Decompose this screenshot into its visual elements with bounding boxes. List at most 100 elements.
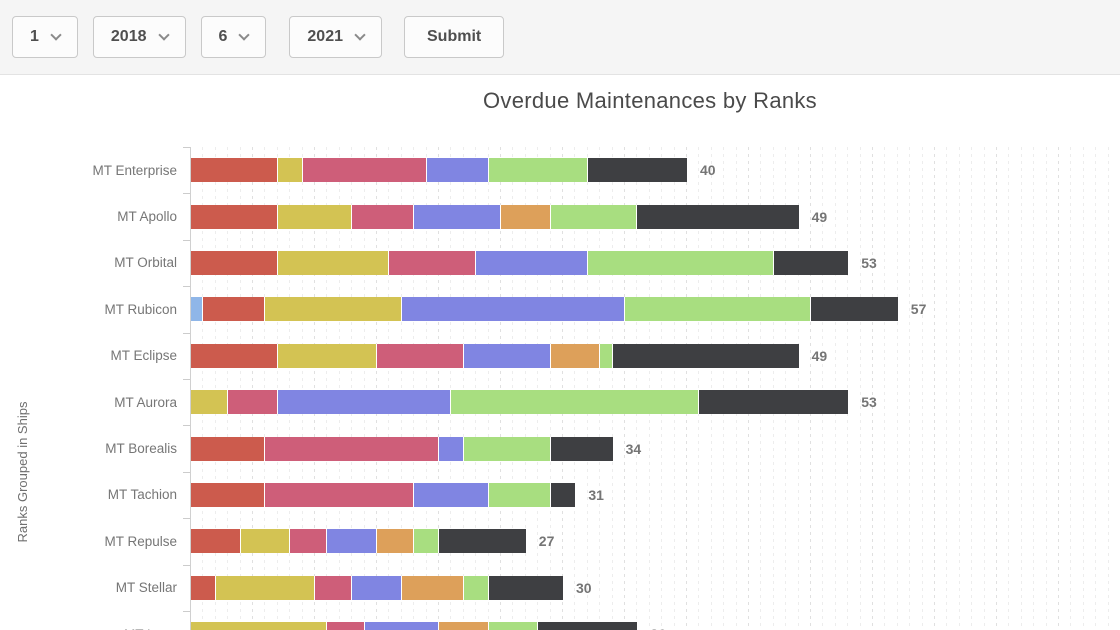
chart-row: MT Apollo 49 [117,193,1110,239]
bar-segment-yellow[interactable] [265,297,402,322]
bar-segment-yellow[interactable] [277,343,377,368]
chart-row: MT Aurora 53 [114,379,1110,425]
bar-segment-purple[interactable] [414,204,501,229]
bar-segment-pink[interactable] [314,575,353,600]
bar-segment-pink[interactable] [290,529,328,554]
bar-segment-green[interactable] [624,297,811,322]
bar-segment-red[interactable] [191,575,216,600]
bar-segment-purple[interactable] [401,297,625,322]
gridline [338,147,340,630]
bar-segment-pink[interactable] [376,343,464,368]
bar-segment-green[interactable] [451,390,700,415]
bar-segment-yellow[interactable] [215,575,315,600]
gridline [512,147,514,630]
bar-segment-red[interactable] [191,482,266,507]
bar-segment-dark[interactable] [438,529,526,554]
bar-segment-red[interactable] [191,436,266,461]
bar-segment-green[interactable] [600,343,613,368]
gridline [574,147,576,630]
gridline [487,147,489,630]
gridline [227,147,229,630]
filter-dropdown-4[interactable]: 2021 [289,16,382,58]
bar-segment-purple[interactable] [352,575,402,600]
bar-segment-red[interactable] [191,204,278,229]
bar-segment-orange[interactable] [550,343,601,368]
bar-segment-purple[interactable] [414,482,489,507]
bar-segment-pink[interactable] [352,204,415,229]
gridline [1033,147,1035,630]
bar-segment-purple[interactable] [327,529,377,554]
value-label: 30 [576,579,592,596]
category-label: MT Aurora [114,394,177,410]
filter-dropdown-1[interactable]: 1 [12,16,78,58]
gridline [1058,147,1059,630]
bar-segment-dark[interactable] [699,390,849,415]
bar-segment-dark[interactable] [810,297,898,322]
bar-segment-dark[interactable] [488,575,563,600]
bar-segment-dark[interactable] [637,204,799,229]
category-label: MT Tachion [107,487,177,503]
bar-segment-green[interactable] [488,622,539,630]
bar-segment-pink[interactable] [228,390,278,415]
gridline [289,147,291,630]
stacked-bar [191,297,898,322]
bar-segment-dark[interactable] [550,482,576,507]
bar-segment-red[interactable] [203,297,266,322]
value-label: 31 [588,486,604,503]
bar-segment-purple[interactable] [364,622,439,630]
bar-segment-dark[interactable] [550,436,613,461]
bar-segment-green[interactable] [488,158,588,183]
bar-segment-green[interactable] [414,529,439,554]
filter-dropdown-3[interactable]: 6 [200,16,267,58]
bar-segment-red[interactable] [191,343,278,368]
gridline [301,147,303,630]
bar-segment-orange[interactable] [376,529,415,554]
bar-segment-pink[interactable] [265,482,415,507]
chart-title: Overdue Maintenances by Ranks [483,88,817,113]
bar-segment-purple[interactable] [438,436,464,461]
bar-segment-purple[interactable] [277,390,452,415]
bar-segment-yellow[interactable] [277,204,353,229]
gridline [884,147,886,630]
bar-segment-yellow[interactable] [277,250,390,275]
bar-segment-pink[interactable] [389,250,477,275]
bar-segment-dark[interactable] [587,158,687,183]
bar-segment-orange[interactable] [401,575,464,600]
axis-tick [183,193,190,195]
bar-segment-red[interactable] [191,158,278,183]
bar-segment-pink[interactable] [327,622,365,630]
gridline [822,147,824,630]
bar-segment-green[interactable] [587,250,774,275]
bar-segment-green[interactable] [488,482,551,507]
bar-segment-yellow[interactable] [191,622,328,630]
bar-segment-purple[interactable] [426,158,489,183]
bar-segment-dark[interactable] [612,343,799,368]
submit-button[interactable]: Submit [404,16,505,58]
gridline [599,147,601,630]
bar-segment-dark[interactable] [773,250,849,275]
gridline [686,147,687,630]
bar-segment-light-blue[interactable] [191,297,204,322]
bar-segment-orange[interactable] [438,622,489,630]
gridline [735,147,737,630]
dropdown-value: 1 [30,28,39,45]
bar-segment-red[interactable] [191,250,278,275]
bar-segment-orange[interactable] [500,204,551,229]
bar-segment-dark[interactable] [538,622,638,630]
bar-segment-pink[interactable] [265,436,439,461]
gridline [661,147,663,630]
bar-segment-yellow[interactable] [277,158,303,183]
bar-segment-green[interactable] [463,436,551,461]
bar-segment-pink[interactable] [302,158,427,183]
bar-segment-yellow[interactable] [191,390,229,415]
bar-segment-green[interactable] [550,204,638,229]
gridline [524,147,526,630]
gridline [276,147,278,630]
bar-segment-purple[interactable] [463,343,551,368]
bar-segment-purple[interactable] [476,250,588,275]
filter-dropdown-2[interactable]: 2018 [92,16,186,58]
bar-segment-red[interactable] [191,529,241,554]
bar-segment-green[interactable] [463,575,489,600]
gridline [388,147,390,630]
bar-segment-yellow[interactable] [240,529,291,554]
